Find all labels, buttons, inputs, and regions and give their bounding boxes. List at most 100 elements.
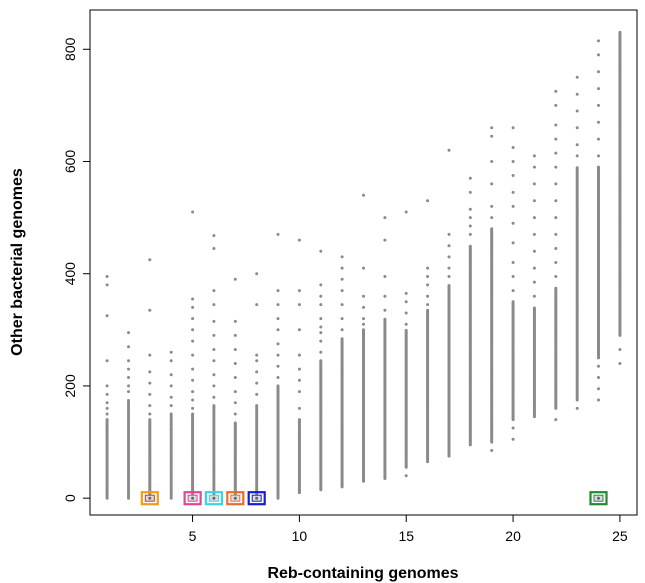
data-point xyxy=(212,247,216,250)
data-point xyxy=(383,308,387,312)
data-point xyxy=(468,216,472,220)
data-point xyxy=(105,384,109,388)
data-point xyxy=(148,308,152,312)
data-point xyxy=(148,381,152,385)
data-point xyxy=(297,289,301,293)
data-point xyxy=(532,165,536,169)
data-point xyxy=(276,376,280,379)
data-point xyxy=(511,426,515,430)
data-point xyxy=(597,53,600,57)
points-layer xyxy=(105,30,622,500)
data-point xyxy=(276,364,280,368)
data-point xyxy=(297,238,301,242)
y-axis-title: Other bacterial genomes xyxy=(9,168,26,356)
data-point xyxy=(276,232,280,236)
data-point xyxy=(212,384,216,388)
data-point xyxy=(233,376,237,379)
data-point xyxy=(404,328,408,332)
data-point xyxy=(340,328,344,332)
data-point xyxy=(468,176,472,180)
data-point xyxy=(319,331,323,335)
data-point xyxy=(105,314,109,318)
data-point xyxy=(255,404,259,408)
data-point xyxy=(597,39,600,43)
data-point xyxy=(532,280,536,284)
data-point xyxy=(297,418,301,422)
highlight-box xyxy=(247,491,266,506)
data-point xyxy=(597,120,600,124)
data-point xyxy=(233,412,237,416)
highlights-layer xyxy=(140,491,608,506)
data-point xyxy=(490,160,494,163)
data-point xyxy=(148,258,152,262)
data-point xyxy=(618,362,622,365)
data-point xyxy=(532,216,536,220)
data-point xyxy=(404,300,408,304)
data-point xyxy=(255,370,259,374)
x-tick-label: 25 xyxy=(612,528,628,544)
highlight-box xyxy=(183,491,202,506)
data-point xyxy=(426,266,430,270)
data-point xyxy=(511,261,515,264)
data-point xyxy=(618,30,622,34)
data-point xyxy=(597,70,600,74)
data-point xyxy=(169,412,173,416)
data-point xyxy=(362,266,365,270)
data-point xyxy=(404,474,408,478)
data-point xyxy=(127,367,130,371)
data-point xyxy=(511,437,515,441)
data-point xyxy=(404,311,408,315)
data-point xyxy=(233,333,237,337)
data-point xyxy=(597,87,600,91)
data-point xyxy=(212,395,216,399)
data-point xyxy=(169,404,173,408)
data-point xyxy=(575,126,579,130)
data-point xyxy=(297,406,301,410)
data-point xyxy=(426,283,430,287)
data-point xyxy=(404,322,408,326)
data-point xyxy=(532,199,536,203)
data-point xyxy=(575,154,579,158)
data-point xyxy=(362,294,365,298)
data-point xyxy=(554,232,558,236)
data-point xyxy=(276,353,280,357)
data-point xyxy=(383,216,387,220)
data-point xyxy=(340,266,344,270)
data-point xyxy=(511,289,515,293)
data-point xyxy=(597,398,600,402)
data-point xyxy=(233,362,237,365)
data-point xyxy=(255,359,259,363)
data-point xyxy=(554,261,558,264)
data-point xyxy=(597,165,600,169)
data-point xyxy=(426,294,430,298)
data-point xyxy=(340,317,344,321)
data-point xyxy=(554,418,558,422)
data-point xyxy=(362,305,365,309)
data-point xyxy=(191,210,195,214)
data-point xyxy=(340,337,344,341)
highlight-point xyxy=(597,496,600,500)
data-point xyxy=(511,300,515,304)
data-point xyxy=(511,204,515,208)
data-point xyxy=(105,418,109,422)
data-point xyxy=(362,317,365,321)
data-point xyxy=(191,378,195,382)
data-point xyxy=(383,238,387,242)
data-point xyxy=(105,275,109,278)
data-point xyxy=(191,297,195,301)
data-point xyxy=(319,249,323,253)
data-point xyxy=(362,322,365,326)
data-point xyxy=(362,328,365,332)
data-point xyxy=(297,328,301,332)
data-point xyxy=(490,227,494,231)
data-point xyxy=(554,103,558,107)
y-axis: 0 200 400 600 800 xyxy=(62,37,90,502)
data-point xyxy=(127,390,130,394)
data-point xyxy=(511,190,515,194)
data-point xyxy=(191,406,195,410)
data-point xyxy=(575,109,579,113)
data-point xyxy=(532,182,536,186)
data-point xyxy=(233,390,237,394)
x-tick-label: 5 xyxy=(189,528,197,544)
data-point xyxy=(127,376,130,379)
